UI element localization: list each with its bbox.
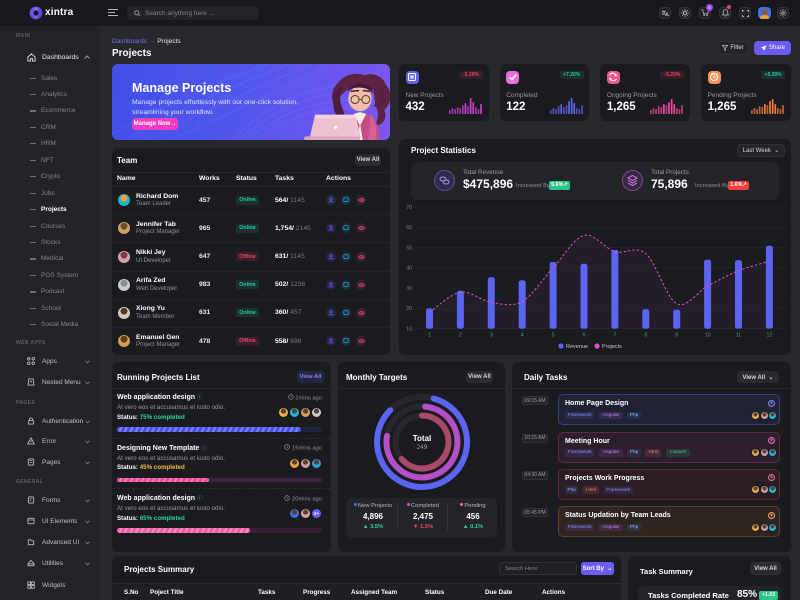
svg-text:6: 6 <box>583 333 586 339</box>
svg-text:8: 8 <box>644 333 647 339</box>
svg-text:4: 4 <box>521 333 524 339</box>
svg-text:12: 12 <box>767 333 773 339</box>
svg-text:2: 2 <box>459 333 462 339</box>
svg-text:30: 30 <box>406 286 412 292</box>
svg-text:7: 7 <box>613 333 616 339</box>
svg-text:20: 20 <box>406 306 412 312</box>
svg-text:Revenue: Revenue <box>566 344 588 350</box>
svg-text:11: 11 <box>736 333 741 339</box>
svg-text:3: 3 <box>490 333 493 339</box>
svg-text:Projects: Projects <box>602 344 622 350</box>
svg-text:5: 5 <box>552 333 555 339</box>
svg-text:1: 1 <box>428 333 431 339</box>
svg-text:60: 60 <box>406 225 412 231</box>
svg-text:9: 9 <box>675 333 678 339</box>
svg-text:50: 50 <box>406 245 412 251</box>
svg-text:10: 10 <box>705 333 711 339</box>
svg-text:40: 40 <box>406 266 412 272</box>
svg-text:70: 70 <box>406 205 412 211</box>
svg-text:10: 10 <box>406 327 412 333</box>
